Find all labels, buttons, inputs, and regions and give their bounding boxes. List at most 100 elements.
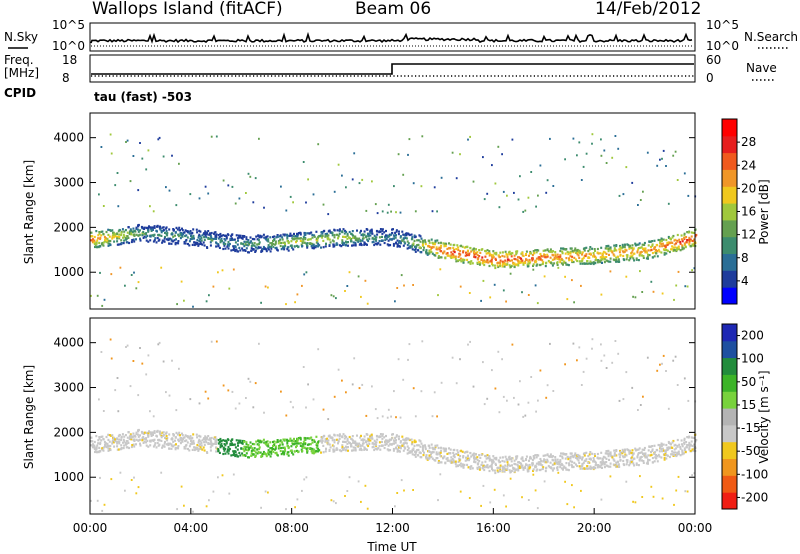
power-cell — [468, 254, 470, 257]
velocity-cell — [99, 449, 102, 453]
velocity-cell — [330, 499, 333, 502]
power-cell — [452, 246, 455, 250]
velocity-cell — [612, 463, 615, 466]
velocity-cell — [129, 385, 132, 388]
power-cell — [634, 242, 637, 245]
power-cell — [428, 239, 431, 242]
power-cell — [683, 172, 686, 175]
power-cell — [390, 238, 393, 241]
velocity-cell — [468, 459, 470, 462]
power-cell — [451, 253, 454, 256]
power-cell — [503, 255, 506, 258]
power-cell — [412, 182, 415, 185]
velocity-cell — [242, 448, 245, 451]
velocity-cell — [407, 358, 409, 361]
power-cell — [363, 241, 366, 244]
velocity-cell — [308, 437, 311, 440]
power-cell — [466, 252, 469, 255]
power-cell — [177, 233, 180, 236]
power-cell — [683, 242, 686, 245]
power-cell — [583, 262, 586, 265]
velocity-cell — [258, 451, 260, 454]
velocity-cell — [660, 456, 663, 459]
velocity-cell — [421, 447, 424, 450]
power-cell — [280, 185, 282, 188]
power-cell — [617, 258, 620, 261]
velocity-cell — [522, 468, 525, 471]
power-cell — [301, 284, 303, 287]
velocity-cell — [522, 459, 525, 462]
power-cell — [484, 250, 487, 253]
power-cell — [681, 238, 683, 241]
velocity-cell — [167, 442, 170, 445]
power-cell — [383, 231, 386, 234]
velocity-cell — [691, 444, 694, 448]
power-cell — [137, 189, 140, 192]
power-cell — [182, 233, 184, 236]
power-cell — [658, 239, 661, 242]
power-cell — [398, 241, 400, 244]
nave-label: Nave — [746, 61, 777, 75]
power-cell — [191, 236, 194, 239]
power-cell — [212, 285, 215, 288]
velocity-cell — [536, 507, 539, 510]
velocity-cell — [571, 460, 574, 463]
power-cell — [551, 258, 554, 261]
power-cell — [603, 256, 606, 259]
power-cell — [189, 193, 192, 196]
velocity-cell — [126, 440, 129, 443]
velocity-cell — [431, 415, 434, 418]
velocity-cell — [203, 437, 206, 440]
power-cell — [488, 252, 491, 255]
velocity-cell — [466, 454, 469, 457]
velocity-cell — [513, 470, 516, 473]
power-cell — [209, 232, 211, 235]
velocity-cell — [375, 443, 377, 446]
power-cell — [412, 242, 415, 245]
velocity-cell — [564, 453, 567, 456]
velocity-cell — [623, 450, 626, 454]
velocity-cell — [331, 439, 334, 442]
power-cell — [521, 291, 523, 294]
power-cell — [198, 197, 201, 200]
power-cell — [374, 242, 377, 245]
velocity-cell — [462, 466, 465, 469]
power-cell — [603, 261, 606, 264]
power-cell — [149, 239, 152, 242]
power-cell — [363, 230, 366, 233]
velocity-cell — [211, 444, 214, 447]
colorbar-tick-label: 16 — [741, 205, 756, 219]
velocity-cell — [170, 444, 173, 447]
power-cell — [353, 235, 356, 238]
power-cell — [91, 241, 94, 244]
power-cell — [124, 284, 126, 287]
power-cell — [444, 257, 447, 260]
velocity-cell — [616, 465, 619, 468]
power-cell — [325, 234, 328, 237]
velocity-cell — [156, 435, 158, 438]
velocity-cell — [138, 438, 141, 441]
power-cell — [446, 247, 449, 250]
power-cell — [222, 247, 225, 251]
velocity-cell — [117, 410, 120, 413]
velocity-cell — [585, 451, 588, 454]
velocity-cell — [651, 456, 654, 460]
power-cell — [631, 246, 633, 250]
power-cell — [305, 271, 308, 274]
power-cell — [283, 246, 286, 249]
power-cell — [651, 244, 654, 247]
power-cell — [132, 155, 135, 157]
velocity-cell — [647, 449, 650, 452]
velocity-cell — [431, 451, 434, 454]
velocity-cell — [676, 445, 679, 448]
power-cell — [528, 259, 531, 262]
power-cell — [170, 242, 173, 245]
power-cell — [591, 142, 593, 145]
velocity-cell — [450, 461, 453, 464]
velocity-cell — [501, 465, 504, 468]
velocity-cell — [656, 369, 659, 372]
velocity-cell — [412, 387, 415, 390]
power-cell — [682, 247, 685, 250]
power-cell — [259, 234, 262, 237]
